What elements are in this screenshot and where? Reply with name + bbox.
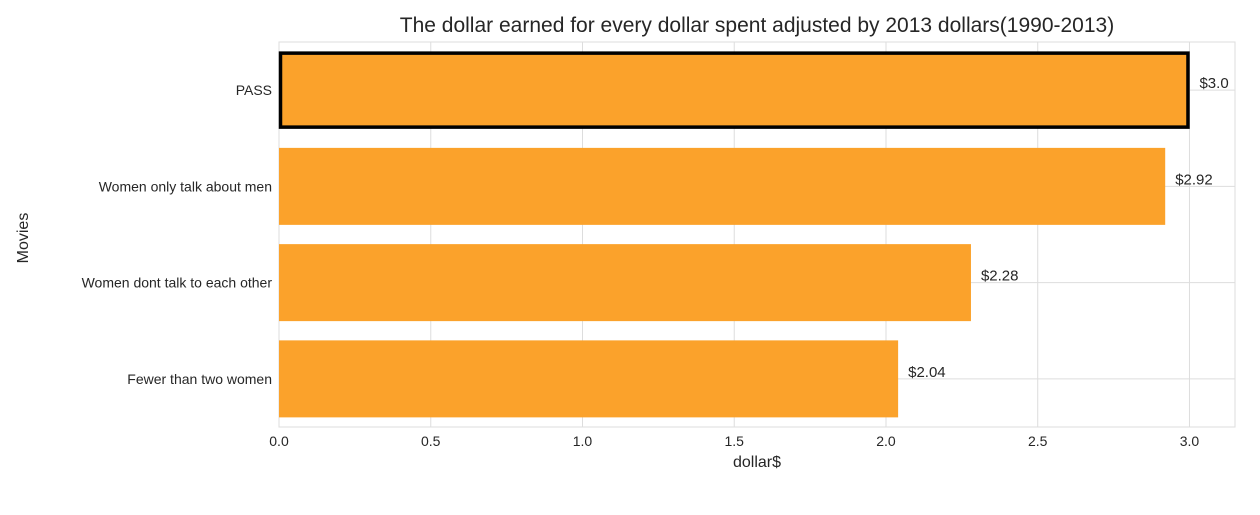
x-tick-label: 2.5 bbox=[1028, 433, 1048, 449]
x-tick-label: 1.0 bbox=[573, 433, 593, 449]
y-axis-label: Movies bbox=[15, 213, 32, 264]
x-tick-label: 3.0 bbox=[1180, 433, 1200, 449]
chart-title: The dollar earned for every dollar spent… bbox=[400, 14, 1114, 37]
x-tick-label: 1.5 bbox=[725, 433, 745, 449]
category-labels: PASS Women only talk about men Women dont … bbox=[82, 82, 273, 387]
x-tick-labels: 0.0 0.5 1.0 1.5 2.0 2.5 3.0 bbox=[269, 433, 1199, 449]
bar-women-only-talk-about-men bbox=[279, 147, 1166, 225]
category-label: Fewer than two women bbox=[127, 371, 272, 387]
category-label: PASS bbox=[236, 82, 272, 98]
data-label: $2.28 bbox=[981, 268, 1019, 285]
data-label: $2.92 bbox=[1175, 171, 1213, 188]
bar-women-dont-talk-to-each-other bbox=[279, 244, 971, 322]
data-labels: $3.0 $2.92 $2.28 $2.04 bbox=[908, 75, 1229, 381]
category-label: Women only talk about men bbox=[99, 178, 272, 194]
x-axis-label: dollar$ bbox=[733, 454, 781, 471]
category-label: Women dont talk to each other bbox=[82, 275, 273, 291]
bar-fewer-than-two-women bbox=[279, 340, 899, 418]
bars bbox=[278, 51, 1190, 418]
x-tick-label: 2.0 bbox=[876, 433, 896, 449]
x-tick-label: 0.5 bbox=[421, 433, 441, 449]
bar-pass bbox=[278, 51, 1190, 129]
data-label: $2.04 bbox=[908, 364, 946, 381]
data-label: $3.0 bbox=[1199, 75, 1228, 92]
x-tick-label: 0.0 bbox=[269, 433, 289, 449]
